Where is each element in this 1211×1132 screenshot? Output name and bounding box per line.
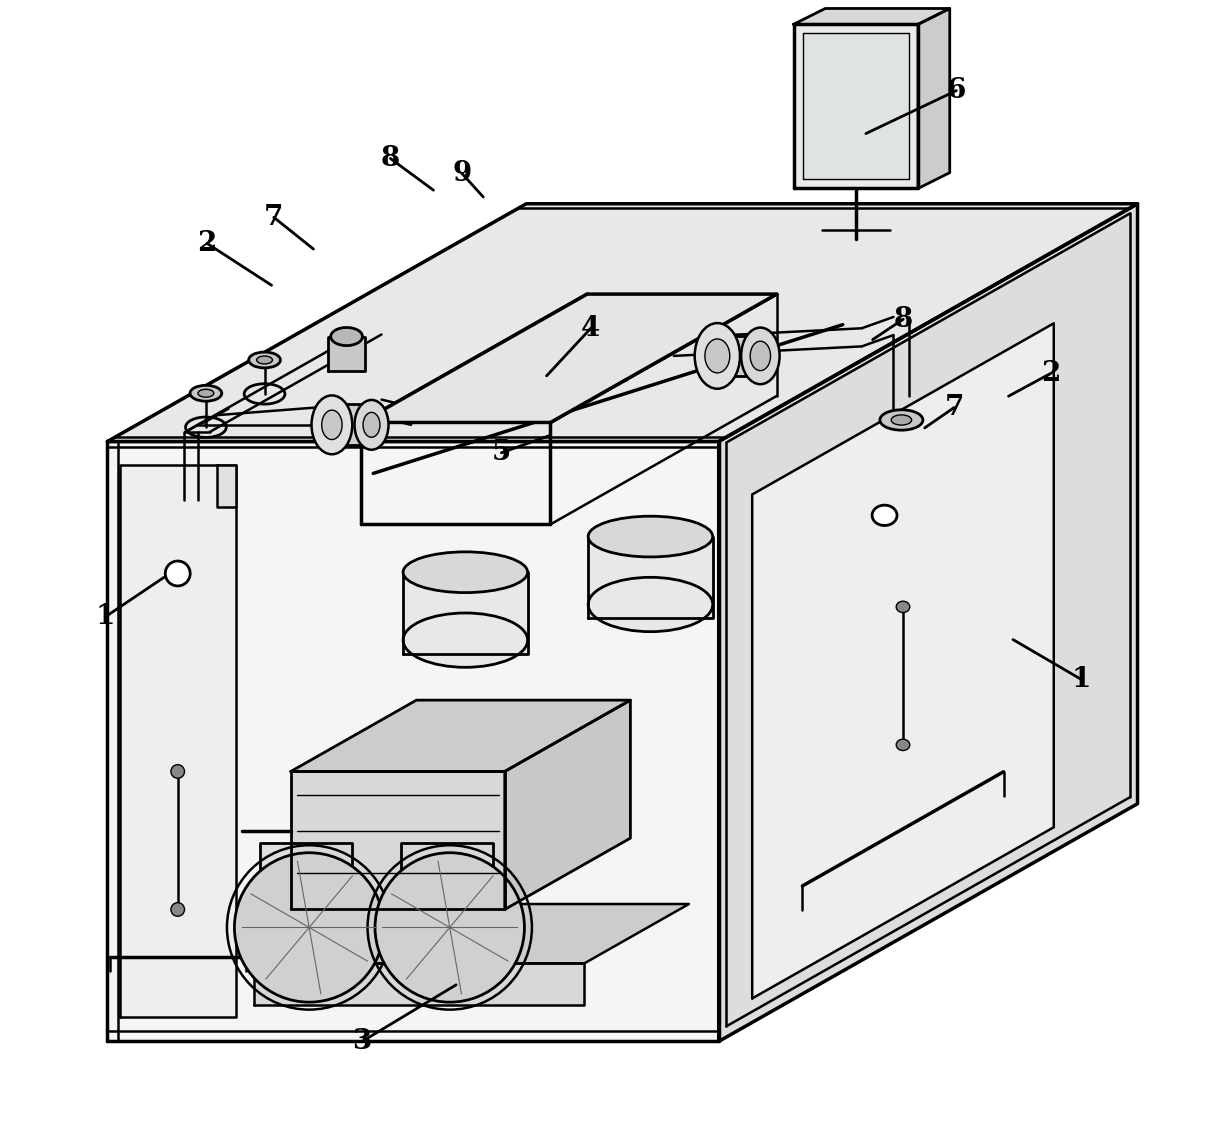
Text: 2: 2 [1040,360,1060,387]
Polygon shape [328,336,365,370]
Ellipse shape [750,341,770,370]
Polygon shape [217,465,236,507]
Ellipse shape [248,352,281,368]
Text: 9: 9 [452,160,471,187]
Polygon shape [403,573,528,653]
Polygon shape [120,465,236,1018]
Text: 8: 8 [894,306,913,333]
Ellipse shape [872,505,897,525]
Ellipse shape [322,410,342,439]
Ellipse shape [171,765,184,779]
Ellipse shape [403,551,528,593]
Polygon shape [589,537,713,618]
Ellipse shape [197,389,214,397]
Ellipse shape [880,410,923,430]
Ellipse shape [331,327,362,345]
Polygon shape [505,700,631,909]
Polygon shape [401,843,493,958]
Ellipse shape [403,614,528,667]
Polygon shape [108,204,1137,441]
Ellipse shape [257,355,272,365]
Polygon shape [793,24,918,188]
Ellipse shape [363,412,380,437]
Ellipse shape [171,902,184,916]
Text: 7: 7 [264,204,283,231]
Ellipse shape [891,414,912,426]
Ellipse shape [235,852,384,1002]
Ellipse shape [896,739,909,751]
Text: 1: 1 [1072,666,1091,693]
Ellipse shape [741,327,780,384]
Polygon shape [291,700,631,772]
Ellipse shape [589,516,713,557]
Ellipse shape [589,577,713,632]
Ellipse shape [896,601,909,612]
Polygon shape [254,963,584,1005]
Ellipse shape [705,338,730,372]
Text: 7: 7 [945,394,964,421]
Polygon shape [803,33,909,180]
Text: 5: 5 [492,439,511,466]
Polygon shape [704,335,761,376]
Polygon shape [291,772,505,909]
Polygon shape [260,843,352,958]
Polygon shape [918,9,949,188]
Ellipse shape [190,385,222,401]
Ellipse shape [165,561,190,586]
Ellipse shape [375,852,524,1002]
Ellipse shape [355,400,389,449]
Text: 1: 1 [96,603,115,631]
Text: 6: 6 [947,77,966,104]
Polygon shape [254,904,689,963]
Polygon shape [361,294,776,422]
Polygon shape [108,441,718,1041]
Text: 8: 8 [380,145,400,172]
Polygon shape [242,472,609,1012]
Polygon shape [718,204,1137,1041]
Ellipse shape [695,323,740,388]
Text: 4: 4 [581,315,601,342]
Text: 3: 3 [352,1028,372,1055]
Ellipse shape [311,395,352,454]
Polygon shape [752,324,1054,998]
Polygon shape [320,404,372,445]
Polygon shape [793,9,949,24]
Text: 2: 2 [197,230,217,257]
